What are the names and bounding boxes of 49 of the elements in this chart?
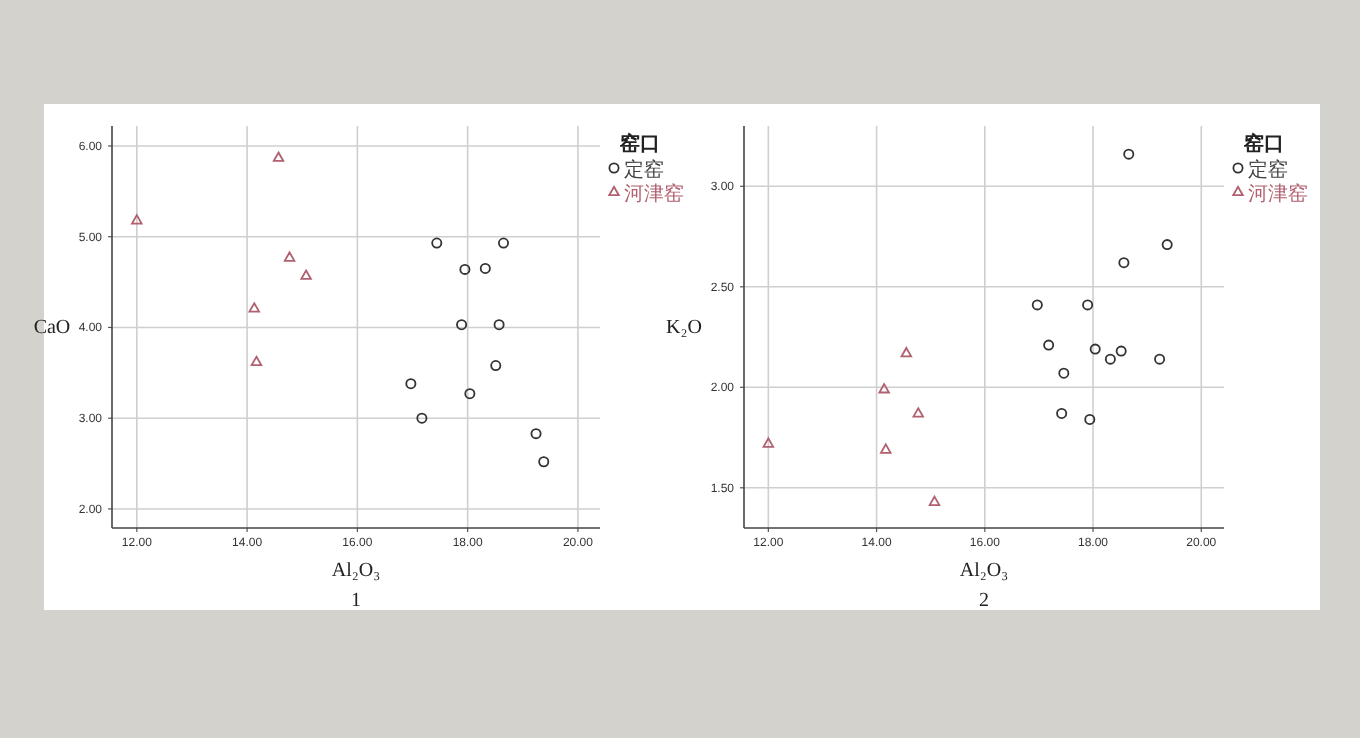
point [530, 428, 542, 440]
point [283, 251, 296, 262]
point [878, 383, 890, 394]
point [1115, 345, 1127, 357]
point [248, 302, 260, 313]
point [498, 237, 509, 249]
point [928, 495, 941, 506]
point [493, 319, 505, 331]
point [1082, 299, 1094, 311]
point [250, 355, 263, 367]
point [1043, 339, 1055, 351]
point [459, 263, 471, 275]
point [431, 237, 443, 249]
point [1118, 257, 1130, 269]
point [1123, 148, 1135, 160]
y-axis-title: CaO [33, 317, 71, 339]
legend-label: 定窑 [624, 158, 664, 182]
point [900, 347, 913, 358]
point [1154, 353, 1166, 365]
point [538, 456, 550, 468]
y-axis-title: K₂O [666, 317, 702, 339]
point [912, 407, 924, 418]
point [416, 412, 428, 424]
point [1084, 413, 1096, 425]
point [1031, 299, 1043, 311]
point [880, 443, 892, 454]
text: 2 [979, 590, 989, 612]
legend-title: 窑口 [618, 132, 660, 156]
point [1089, 343, 1101, 355]
point [272, 151, 285, 162]
text: 1 [351, 590, 361, 612]
point [464, 388, 476, 400]
point [479, 262, 491, 274]
legend-title: 窑口 [1242, 132, 1284, 156]
legend-label: 河津窑 [624, 182, 684, 206]
point [131, 214, 143, 225]
point [1104, 353, 1116, 365]
point [762, 437, 775, 448]
point [456, 319, 468, 331]
legend-label: 定窑 [1248, 158, 1288, 182]
legend-label: 河津窑 [1248, 182, 1308, 206]
x-axis-title: Al₂O₃ [959, 560, 1009, 582]
point [300, 269, 312, 280]
point [405, 378, 417, 390]
point [490, 360, 502, 372]
x-axis-title: Al₂O₃ [331, 560, 381, 582]
point [1056, 407, 1068, 419]
point [1161, 239, 1173, 251]
point [1058, 367, 1070, 379]
